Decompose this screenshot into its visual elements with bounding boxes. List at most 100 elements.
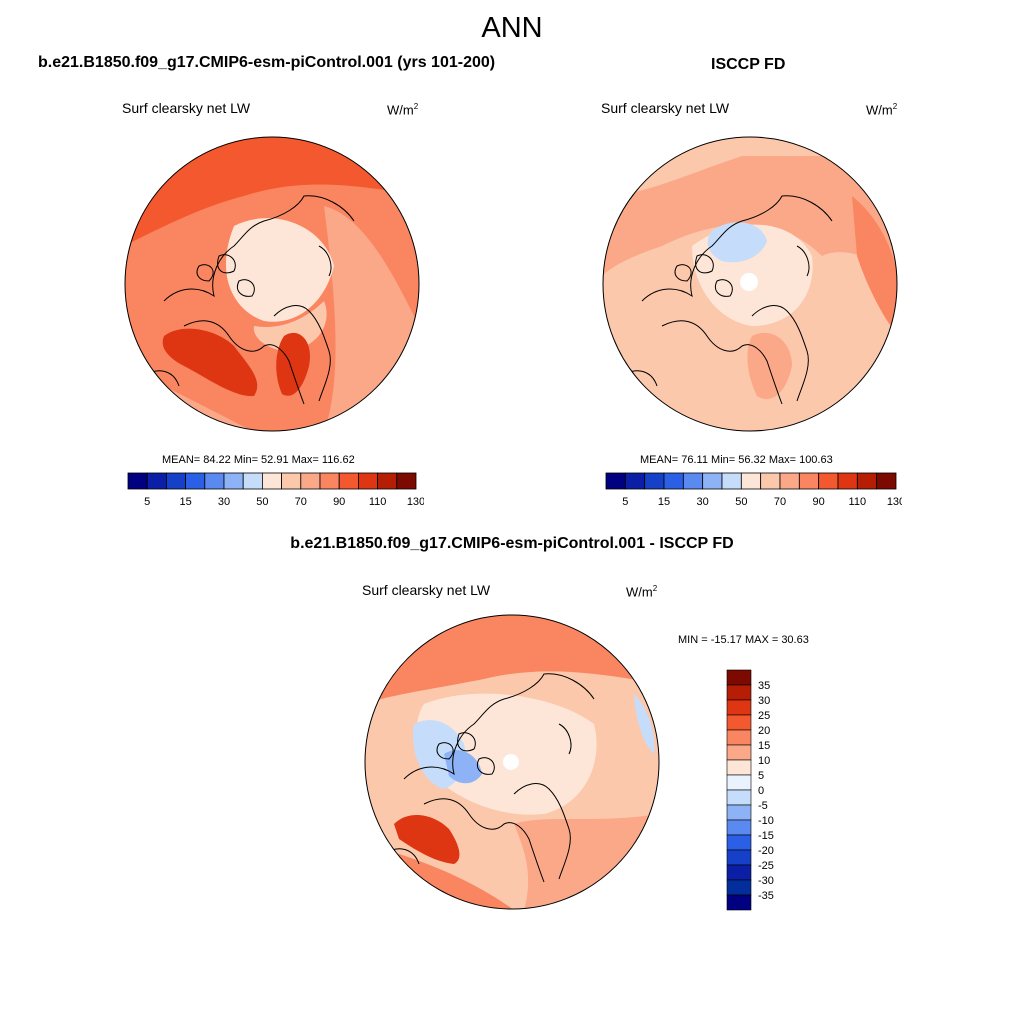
colorbar-swatch [319,472,340,490]
colorbar-swatch [726,774,752,791]
colorbar-tick-label: 90 [333,496,345,508]
colorbar-tick-label: 130 [407,496,424,508]
colorbar-swatch [726,819,752,836]
colorbar-swatch [726,789,752,806]
map-model-region-north [125,137,419,246]
colorbar-tick-label: 20 [758,725,770,737]
colorbar-tick-label: 70 [295,496,307,508]
colorbar-tick-label: 90 [813,496,825,508]
map-model-region-hot-south [276,332,310,396]
colorbar-swatch [185,472,206,490]
colorbar-swatch [242,472,263,490]
panel-1-units: W/m2 [387,102,419,118]
colorbar-tick-label: -25 [758,860,774,872]
map-diff-coastlines [383,673,595,883]
colorbar-swatch [726,804,752,821]
map-diff-border [364,614,660,910]
map-diff-region-center [416,693,597,815]
map-obs-region-north [603,156,897,276]
colorbar-swatch [837,472,858,490]
colorbar-swatch [644,472,665,490]
map-difference [364,614,660,910]
map-diff-region-hot-west [394,814,460,864]
colorbar-swatch [357,472,378,490]
colorbar-swatch [300,472,321,490]
colorbar-swatch [726,879,752,896]
page-title: ANN [481,12,543,44]
colorbar-swatch [740,472,762,490]
panel-1-stats: MEAN= 84.22 Min= 52.91 Max= 116.62 [162,454,355,466]
colorbar-swatch [396,472,417,490]
colorbar-tick-label: 10 [758,755,770,767]
colorbar-swatch [166,472,187,490]
colorbar-difference: 35 30 25 20 15 10 5 0 -5 -10 -15 -20 -25 -30 -35 [726,669,774,911]
colorbar-tick-label: -35 [758,890,774,902]
colorbar-swatch [702,472,723,490]
colorbar-swatch [281,472,302,490]
colorbar-swatch [876,472,897,490]
colorbar-swatch [726,849,752,866]
panel-3-field-label: Surf clearsky net LW [362,582,491,598]
colorbar-tick-label: 15 [179,496,191,508]
colorbar-tick-label: -10 [758,815,774,827]
colorbar-swatch [726,729,752,746]
colorbar-tick-label: -15 [758,830,774,842]
colorbar-tick-label: 5 [622,496,628,508]
colorbar-swatch [261,472,282,490]
colorbar-tick-label: 50 [735,496,747,508]
map-obs-pole-hole [740,273,758,291]
colorbar-swatch [726,744,752,761]
colorbar-swatch [663,472,684,490]
colorbar-tick-label: 5 [144,496,150,508]
panel-2-units: W/m2 [866,102,898,118]
colorbar-swatch [726,669,752,686]
panel-2-stats: MEAN= 76.11 Min= 56.32 Max= 100.63 [640,454,833,466]
colorbar-swatch [721,472,742,490]
colorbar-tick-label: -5 [758,800,768,812]
map-model-region-center [253,301,327,351]
colorbar-swatch [798,472,820,490]
panel-3-stats: MIN = -15.17 MAX = 30.63 [678,634,809,646]
map-model [124,136,420,432]
colorbar-swatch [818,472,839,490]
colorbar-swatch [779,472,800,490]
colorbar-tick-label: 130 [887,496,902,508]
map-obs-coastlines [621,195,833,405]
panel-1-title: b.e21.B1850.f09_g17.CMIP6-esm-piControl.… [38,54,496,71]
colorbar-swatch [204,472,225,490]
colorbar-model: 5 15 30 50 70 90 110 130 [127,472,424,508]
colorbar-swatch [223,472,244,490]
colorbar-tick-label: 15 [758,740,770,752]
colorbar-swatch [856,472,878,490]
colorbar-swatch [624,472,646,490]
map-diff-region-southeast [514,814,659,909]
colorbar-swatch [146,472,167,490]
panel-3-units: W/m2 [626,584,658,600]
colorbar-tick-label: 5 [758,770,764,782]
colorbar-swatch [682,472,704,490]
map-model-border [124,136,420,432]
map-model-coastlines [143,195,355,405]
colorbar-swatch [726,894,752,911]
colorbar-swatch [726,759,752,776]
colorbar-swatch [377,472,398,490]
map-obs-region-east [852,196,897,336]
colorbar-swatch [726,684,752,701]
map-model-region-hot-west [162,328,258,397]
colorbar-swatch [726,714,752,731]
map-obs-border [602,136,898,432]
map-diff-region-north [365,615,659,704]
panel-1-field-label: Surf clearsky net LW [122,100,251,116]
map-diff-pole-hole [503,754,519,770]
colorbar-obs: 5 15 30 50 70 90 110 130 [605,472,902,508]
colorbar-tick-label: 15 [658,496,670,508]
colorbar-tick-label: -20 [758,845,774,857]
colorbar-swatch [127,472,148,490]
panel-3-title: b.e21.B1850.f09_g17.CMIP6-esm-piControl.… [290,535,734,552]
map-obs [602,136,898,432]
colorbar-tick-label: 25 [758,710,770,722]
colorbar-tick-label: 70 [774,496,786,508]
colorbar-tick-label: 30 [218,496,230,508]
map-obs-region-blue [707,222,767,263]
panel-2-title: ISCCP FD [711,56,786,73]
